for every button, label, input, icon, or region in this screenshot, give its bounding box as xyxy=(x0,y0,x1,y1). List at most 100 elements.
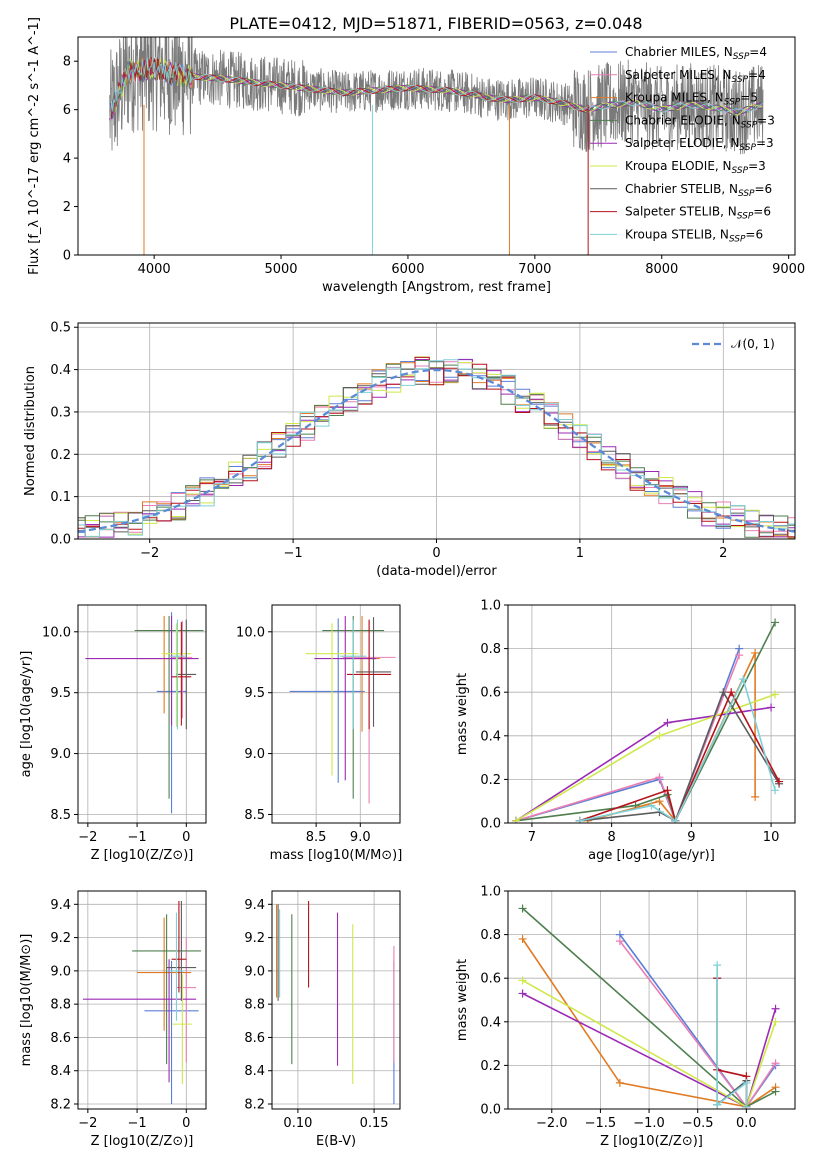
y-tick-label: 0.4 xyxy=(480,729,501,744)
x-tick-label: 10 xyxy=(763,830,780,845)
y-tick-label: 0.0 xyxy=(50,533,71,548)
plot-frame xyxy=(77,322,796,540)
x-tick-label: −2 xyxy=(78,1116,97,1131)
y-tick-label: 9.2 xyxy=(244,931,265,946)
weight-series-line xyxy=(716,965,748,1107)
spectrum-panel: 4000 5000 6000 7000 8000 9000 0 2 4 6 8 wavelength … xyxy=(27,17,805,295)
weight-point-marker xyxy=(655,731,664,740)
weight-point-marker xyxy=(575,816,584,823)
observed-spectrum-line xyxy=(109,37,764,155)
y-tick-label: 0.6 xyxy=(480,972,501,987)
x-tick-label: 9000 xyxy=(772,262,805,277)
y-axis-label: mass [log10(M/M⊙)] xyxy=(19,934,34,1067)
plot-frame xyxy=(77,604,207,824)
y-tick-label: 9.0 xyxy=(244,964,265,979)
x-tick-label: −2 xyxy=(140,546,159,561)
x-tick-label: −1.5 xyxy=(585,1116,617,1131)
x-tick-label: 4000 xyxy=(138,262,171,277)
y-tick-label: 0.2 xyxy=(50,448,71,463)
y-tick-label: 1.0 xyxy=(480,599,501,614)
plot-frame xyxy=(507,604,796,824)
model-spectrum-line xyxy=(109,56,763,118)
x-axis-label: age [log10(age/yr)] xyxy=(588,848,715,863)
x-axis-label: Z [log10(Z/Z⊙)] xyxy=(600,1134,703,1149)
weight-vs-age-panel: 7 8 9 10 0.0 0.2 0.4 0.6 0.8 1.0 age [log10(age/yr… xyxy=(455,599,796,863)
legend-label: Salpeter ELODIE, NSSP=3 xyxy=(625,136,774,153)
y-tick-label: 0.8 xyxy=(480,928,501,943)
residual-histogram-step xyxy=(78,359,795,537)
residual-histogram-step xyxy=(78,356,795,538)
weight-point-marker xyxy=(771,690,780,699)
x-tick-label: 9 xyxy=(687,830,695,845)
weight-point-marker xyxy=(671,816,680,823)
x-tick-label: −1 xyxy=(127,830,146,845)
weight-point-marker xyxy=(713,961,722,970)
weight-point-marker xyxy=(518,976,527,985)
plot-frame xyxy=(77,890,207,1110)
error-bars xyxy=(85,612,204,814)
x-tick-label: 7000 xyxy=(518,262,551,277)
y-tick-label: 9.0 xyxy=(244,747,265,762)
weight-point-marker xyxy=(655,797,664,806)
residual-histogram-step xyxy=(78,361,795,535)
y-tick-label: 8.6 xyxy=(50,1031,71,1046)
weight-point-marker xyxy=(771,1059,780,1068)
weight-series-line xyxy=(515,706,772,822)
weight-point-marker xyxy=(751,648,760,657)
weight-point-marker xyxy=(751,792,760,801)
y-tick-label: 0.4 xyxy=(50,363,71,378)
error-bars xyxy=(289,615,396,804)
y-tick-label: 0.2 xyxy=(480,1059,501,1074)
plot-frame xyxy=(77,36,796,256)
y-tick-label: 8.8 xyxy=(244,998,265,1013)
weight-point-marker xyxy=(771,1004,780,1013)
x-tick-label: −1 xyxy=(127,1116,146,1131)
x-tick-label: −2 xyxy=(78,830,97,845)
x-axis-label: (data-model)/error xyxy=(376,564,497,579)
weight-point-marker xyxy=(771,618,780,627)
y-axis-label: mass weight xyxy=(455,673,470,755)
y-axis-label: Normed distribution xyxy=(23,366,38,496)
x-tick-label: 8.5 xyxy=(306,830,327,845)
plot-frame xyxy=(271,604,401,824)
error-bars xyxy=(276,900,395,1105)
spectrum-traces xyxy=(109,37,764,255)
x-tick-label: 0.15 xyxy=(360,1116,389,1131)
y-tick-label: 0.0 xyxy=(480,817,501,832)
y-tick-label: 4 xyxy=(63,152,71,167)
weight-point-marker xyxy=(663,718,672,727)
mass-vs-extinction-panel: 0.10 0.15 8.2 8.4 8.6 8.8 9.0 9.2 9.4 E(B-V) xyxy=(244,890,401,1149)
weight-point-marker xyxy=(771,786,780,795)
weight-point-marker xyxy=(771,1017,780,1026)
y-axis-label: mass weight xyxy=(455,959,470,1041)
legend-label: Chabrier STELIB, NSSP=6 xyxy=(625,182,772,199)
y-tick-label: 0.4 xyxy=(480,1015,501,1030)
y-tick-label: 1.0 xyxy=(480,885,501,900)
x-axis-label: mass [log10(M/M⊙)] xyxy=(270,848,403,863)
legend-label: Salpeter STELIB, NSSP=6 xyxy=(625,205,771,222)
y-tick-label: 0.5 xyxy=(50,321,71,336)
y-tick-label: 9.4 xyxy=(50,898,71,913)
x-tick-label: 1 xyxy=(576,546,584,561)
x-tick-label: −2.0 xyxy=(536,1116,568,1131)
weight-point-marker xyxy=(719,688,728,697)
weight-point-marker xyxy=(511,816,520,823)
weight-point-marker xyxy=(615,1078,624,1087)
y-tick-label: 9.0 xyxy=(50,747,71,762)
y-tick-label: 0.1 xyxy=(50,490,71,505)
x-tick-label: 0 xyxy=(182,1116,190,1131)
x-tick-label: 6000 xyxy=(391,262,424,277)
weight-series-line xyxy=(579,676,776,822)
x-tick-label: 0.0 xyxy=(736,1116,757,1131)
residuals-panel: −2 −1 0 1 2 0.0 0.1 0.2 0.3 0.4 0.5 (data-model)/er… xyxy=(23,321,796,579)
error-bars xyxy=(82,900,202,1105)
weight-point-marker xyxy=(518,934,527,943)
legend-label: Kroupa MILES, NSSP=5 xyxy=(625,91,758,108)
weight-point-marker xyxy=(713,1100,722,1109)
weight-series-line xyxy=(515,648,740,823)
y-tick-label: 8.6 xyxy=(244,1031,265,1046)
y-tick-label: 0.0 xyxy=(480,1103,501,1118)
y-tick-label: 10.0 xyxy=(42,625,71,640)
x-tick-label: −0.5 xyxy=(682,1116,714,1131)
